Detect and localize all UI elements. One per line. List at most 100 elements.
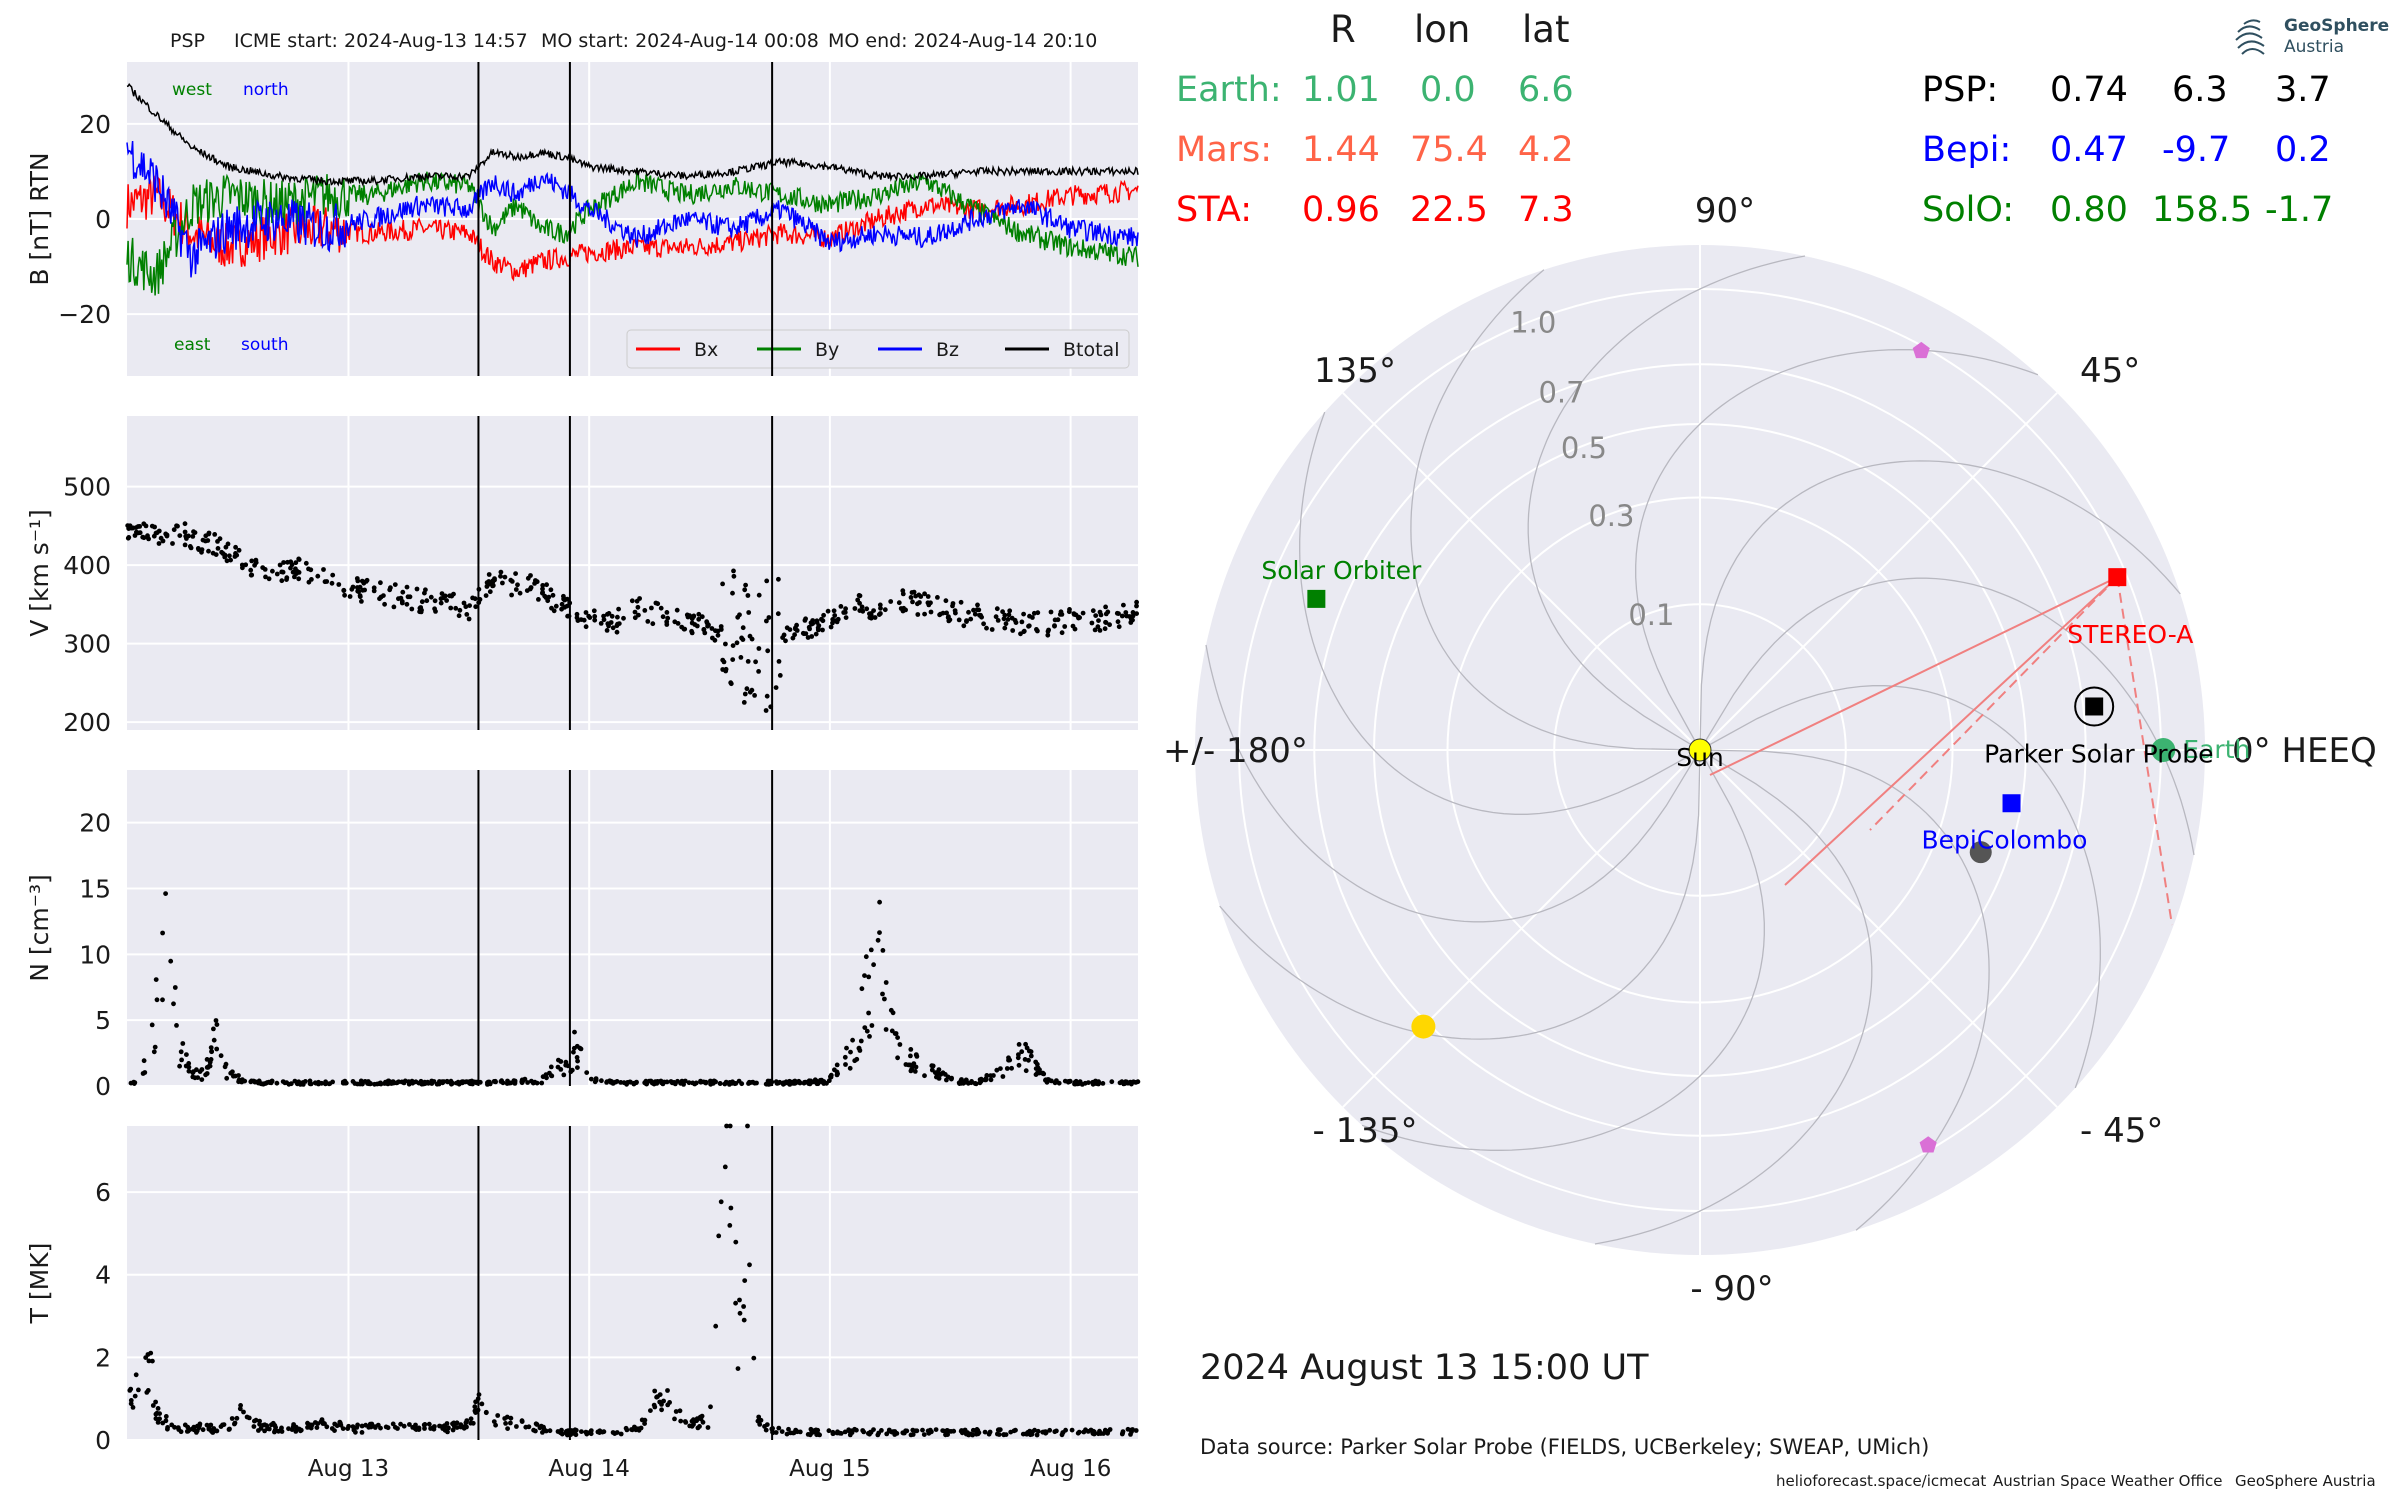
data-point (142, 1070, 148, 1075)
data-point (745, 593, 751, 598)
data-point (944, 610, 949, 616)
data-point (1123, 610, 1129, 615)
data-point (1097, 628, 1103, 633)
data-point (1023, 1068, 1029, 1074)
bepicolombo-label: BepiColombo (1922, 825, 2088, 854)
data-point (1035, 1065, 1041, 1071)
data-point (632, 615, 638, 621)
data-point (720, 581, 725, 587)
x-tick-label: Aug 16 (1030, 1456, 1112, 1482)
data-point (1056, 1080, 1062, 1086)
data-point (832, 1067, 837, 1073)
data-point (888, 599, 894, 604)
data-point (464, 1418, 470, 1423)
data-point (801, 1080, 807, 1086)
data-point (1082, 1080, 1088, 1086)
x-tick-label: Aug 13 (308, 1456, 390, 1482)
data-point (211, 1026, 216, 1032)
data-point (546, 594, 552, 600)
data-point (1076, 1081, 1082, 1086)
data-point (1013, 620, 1019, 625)
data-point (908, 1432, 914, 1438)
data-point (742, 587, 748, 593)
data-point (579, 1429, 584, 1434)
data-point (149, 1022, 155, 1028)
data-point (730, 643, 736, 648)
data-point (467, 1079, 473, 1085)
data-point (614, 629, 620, 635)
data-point (1032, 1427, 1037, 1433)
data-point (852, 1058, 858, 1064)
data-point (308, 567, 314, 573)
data-point (897, 1042, 903, 1047)
data-point (1026, 1057, 1031, 1063)
data-point (753, 659, 758, 665)
data-point (605, 621, 611, 627)
data-point (710, 635, 715, 641)
data-point (689, 628, 694, 634)
data-point (696, 611, 702, 617)
data-point (708, 1404, 713, 1410)
data-point (878, 605, 883, 611)
data-point (935, 1069, 941, 1075)
data-point (949, 1076, 954, 1082)
data-point (735, 614, 741, 620)
data-point (614, 1430, 620, 1435)
data-point (133, 1372, 139, 1378)
data-point (867, 1429, 873, 1435)
data-point (553, 603, 559, 609)
table-cell-lon: 0.0 (1420, 70, 1476, 110)
data-point (157, 1416, 163, 1422)
data-point (629, 598, 635, 604)
y-tick-label: 6 (95, 1178, 111, 1207)
data-point (876, 1430, 882, 1436)
data-point (1001, 1432, 1007, 1437)
data-point (515, 582, 520, 588)
data-point (605, 611, 610, 617)
table-cell-lat: 0.2 (2275, 130, 2331, 170)
table-cell-r: 0.47 (2050, 130, 2128, 170)
data-point (869, 1023, 875, 1028)
data-point (821, 612, 826, 618)
data-point (461, 600, 467, 606)
data-point (792, 632, 797, 638)
data-point (1043, 1429, 1048, 1434)
data-point (347, 594, 353, 599)
data-point (160, 997, 165, 1003)
data-point (856, 1045, 862, 1051)
data-point (907, 1062, 913, 1068)
data-point (519, 1418, 525, 1424)
data-point (892, 1429, 898, 1434)
data-point (742, 1278, 748, 1283)
data-point (746, 610, 752, 615)
data-point (613, 1079, 618, 1085)
data-point (618, 1431, 624, 1437)
data-point (205, 538, 211, 543)
data-point (1001, 616, 1007, 622)
data-point (586, 613, 592, 619)
data-point (509, 579, 515, 584)
data-point (1069, 1427, 1075, 1433)
solar-orbiter-label: Solar Orbiter (1261, 556, 1422, 585)
data-point (1005, 617, 1011, 622)
data-point (130, 525, 136, 531)
data-point (128, 1398, 134, 1403)
data-point (716, 1233, 722, 1239)
data-point (528, 585, 534, 590)
data-point (214, 1428, 220, 1434)
data-point (737, 1297, 742, 1303)
data-point (875, 937, 881, 943)
series-by (126, 170, 1139, 296)
r-tick-label: 0.3 (1588, 499, 1634, 533)
data-point (419, 599, 425, 605)
data-point (756, 669, 761, 674)
data-point (979, 614, 984, 620)
data-point (156, 541, 162, 546)
data-point (180, 1041, 186, 1046)
data-point (794, 622, 799, 628)
data-point (136, 1387, 141, 1393)
data-point (731, 573, 737, 579)
data-point (208, 1045, 214, 1050)
data-point (1107, 622, 1112, 628)
data-point (703, 1080, 709, 1086)
